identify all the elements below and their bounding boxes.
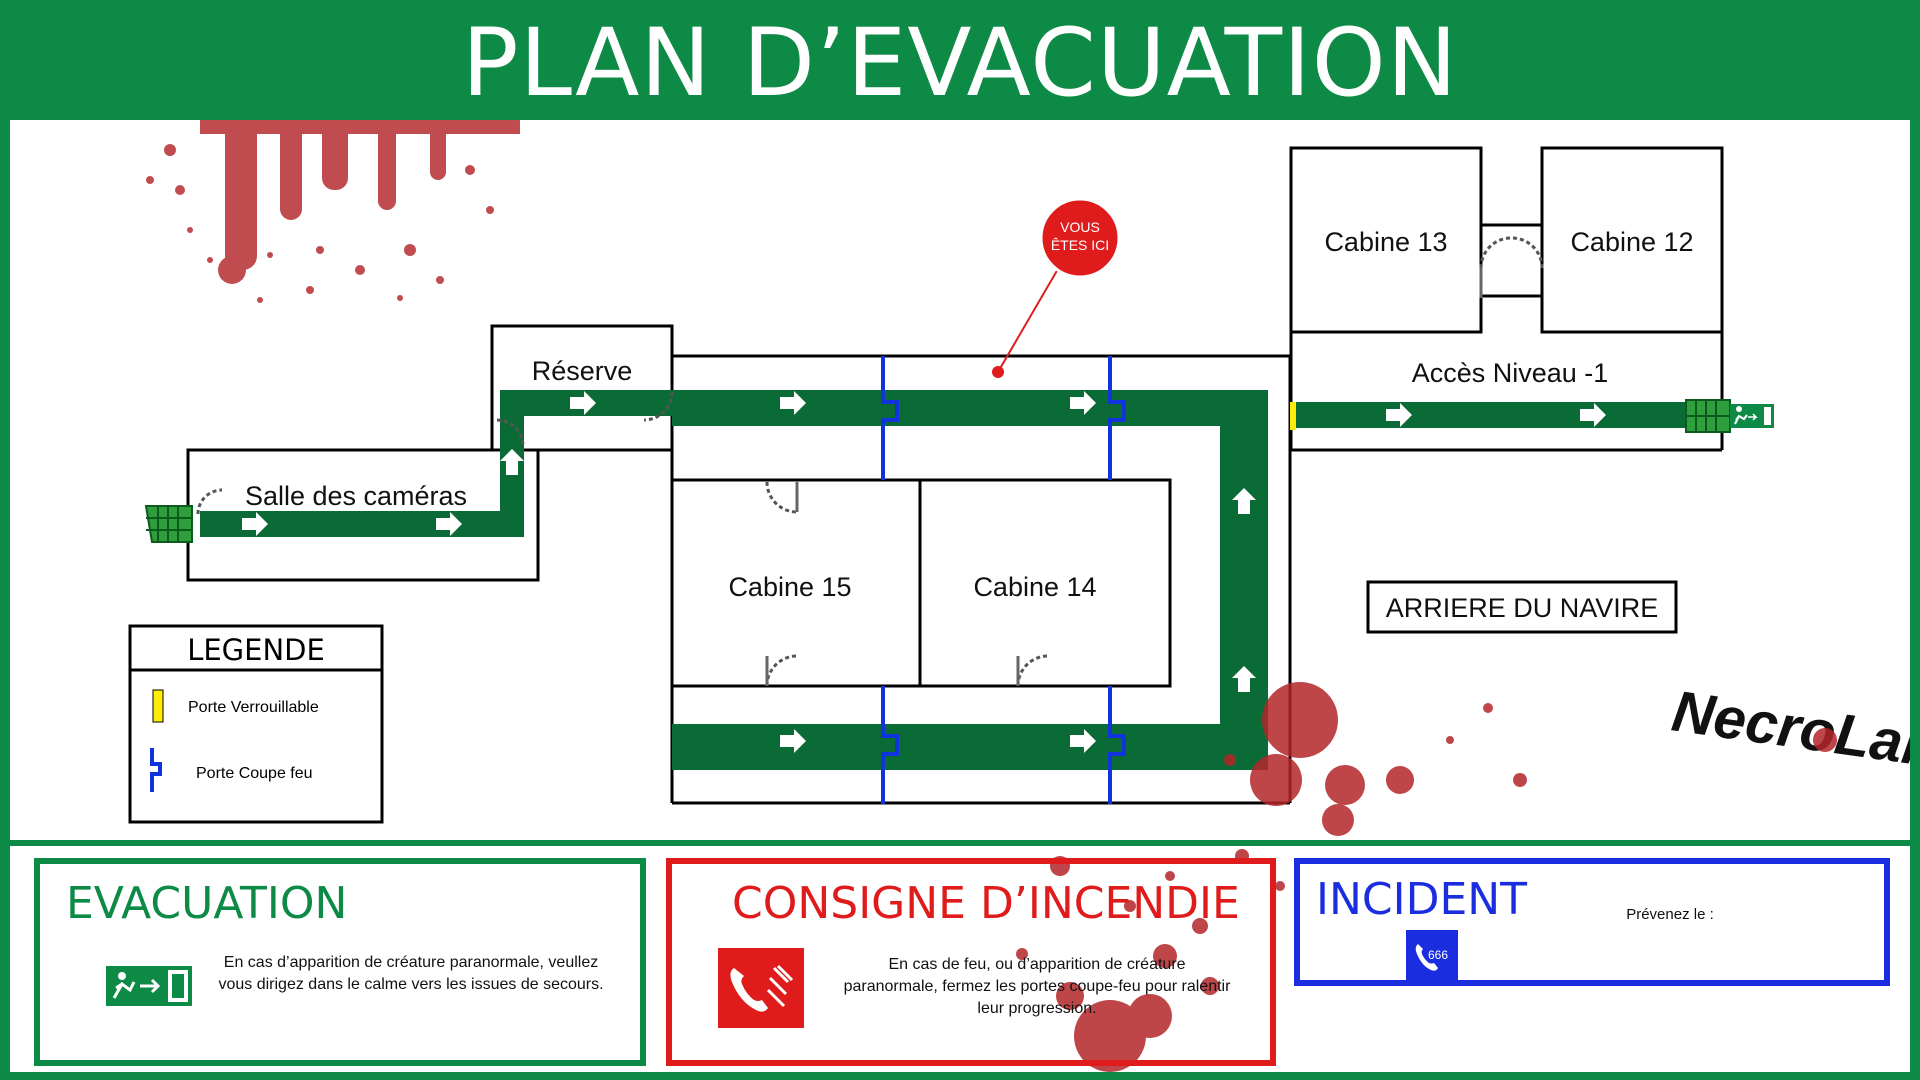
doors bbox=[196, 236, 1544, 687]
legend-title: LEGENDE bbox=[187, 633, 325, 667]
arrow-icon bbox=[500, 449, 524, 475]
phone-icon-number: 666 bbox=[1428, 948, 1449, 962]
marker-line1: VOUS bbox=[1060, 219, 1100, 235]
exit-grid-right bbox=[1685, 399, 1731, 433]
arrow-icon bbox=[1232, 488, 1256, 514]
arrow-icon bbox=[436, 512, 462, 536]
label-cabine-14: Cabine 14 bbox=[973, 572, 1096, 602]
room-cabine-13 bbox=[1289, 146, 1483, 334]
fire-door-icon bbox=[881, 356, 1126, 804]
incident-panel: INCIDENT Prévenez le : 666 666 bbox=[1294, 858, 1890, 986]
evacuation-text: En cas d’apparition de créature paranorm… bbox=[218, 954, 604, 993]
label-cabine-13: Cabine 13 bbox=[1324, 227, 1447, 257]
arrows bbox=[242, 391, 1606, 753]
arrow-icon bbox=[1232, 666, 1256, 692]
incendie-panel: CONSIGNE D’INCENDIE En cas de feu, ou d’… bbox=[666, 858, 1276, 1066]
room-cabine-14 bbox=[918, 478, 1172, 688]
locked-door-icon bbox=[152, 689, 164, 723]
incendie-text: En cas de feu, ou d’apparition de créatu… bbox=[843, 956, 1231, 1017]
fire-phone-icon bbox=[718, 948, 804, 1033]
blood-splatter bbox=[146, 120, 520, 303]
arrow-icon bbox=[780, 729, 806, 753]
incident-title: INCIDENT bbox=[1316, 874, 1528, 925]
floor-plan: Salle des caméras Réserve Cabine 15 Cabi… bbox=[10, 120, 1920, 840]
logo-text: NecroLab bbox=[1668, 679, 1910, 781]
arrow-icon bbox=[780, 391, 806, 415]
arrow-icon bbox=[1070, 391, 1096, 415]
label-arriere: ARRIERE DU NAVIRE bbox=[1386, 593, 1659, 623]
locked-door-icon bbox=[1290, 402, 1296, 430]
arrow-icon bbox=[570, 391, 596, 415]
incendie-title: CONSIGNE D’INCENDIE bbox=[732, 878, 1240, 929]
blood-splatter bbox=[1016, 849, 1285, 1072]
marker-line bbox=[997, 261, 1063, 373]
evacuation-panel: EVACUATION En cas d’apparition de créatu… bbox=[34, 858, 646, 1066]
arrow-icon bbox=[1580, 403, 1606, 427]
emergency-exit-icon bbox=[1730, 404, 1774, 428]
emergency-exit-icon bbox=[106, 966, 192, 1011]
arrow-icon bbox=[1386, 403, 1412, 427]
exit-grid-left bbox=[144, 505, 193, 543]
prevenez-label: Prévenez le : bbox=[1626, 906, 1714, 923]
floor-plan-svg: Salle des caméras Réserve Cabine 15 Cabi… bbox=[128, 120, 1920, 836]
fire-door-icon bbox=[150, 748, 162, 792]
marker-line2: ÊTES ICI bbox=[1051, 237, 1109, 253]
you-are-here-marker bbox=[1039, 197, 1121, 279]
legend-box bbox=[128, 624, 384, 824]
arriere-box bbox=[1366, 580, 1678, 634]
label-reserve: Réserve bbox=[532, 356, 633, 386]
page-title: PLAN D’EVACUATION bbox=[461, 9, 1459, 118]
phone-icon: 666 bbox=[1406, 930, 1458, 982]
arrow-icon bbox=[242, 512, 268, 536]
legend-item-firedoor: Porte Coupe feu bbox=[196, 765, 313, 782]
evacuation-title: EVACUATION bbox=[66, 878, 348, 929]
label-cabine-15: Cabine 15 bbox=[728, 572, 851, 602]
room-cabine-12 bbox=[1540, 146, 1724, 334]
bottom-info: EVACUATION En cas d’apparition de créatu… bbox=[10, 846, 1910, 1072]
door-leaves bbox=[765, 268, 1483, 686]
label-cabine-12: Cabine 12 bbox=[1570, 227, 1693, 257]
label-salle-cameras: Salle des caméras bbox=[245, 481, 467, 511]
arrow-icon bbox=[1070, 729, 1096, 753]
blood-splatter bbox=[1224, 682, 1527, 836]
walls bbox=[186, 146, 1724, 805]
label-acces: Accès Niveau -1 bbox=[1412, 358, 1609, 388]
marker-dot bbox=[992, 366, 1004, 378]
legend-item-locked: Porte Verrouillable bbox=[188, 699, 319, 716]
logo: NecroLab bbox=[1668, 679, 1920, 781]
